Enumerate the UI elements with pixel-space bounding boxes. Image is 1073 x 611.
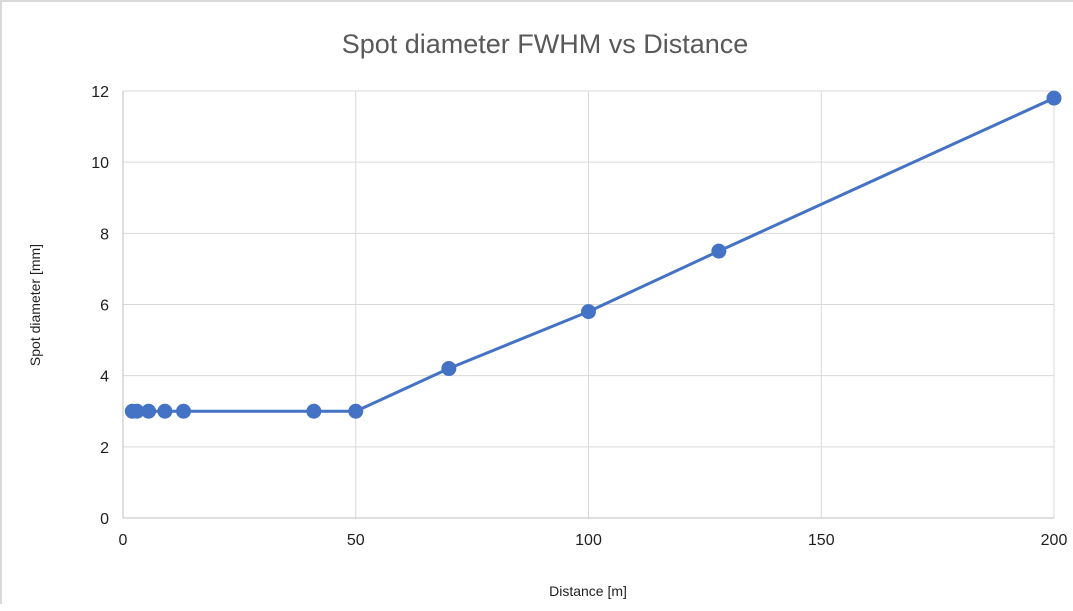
data-point bbox=[441, 361, 457, 377]
data-point bbox=[157, 403, 173, 419]
axes bbox=[122, 91, 1054, 519]
data-point bbox=[176, 403, 192, 419]
y-tick-label: 4 bbox=[100, 369, 109, 386]
data-point bbox=[711, 243, 727, 259]
y-tick-label: 10 bbox=[91, 155, 109, 172]
y-tick-label: 0 bbox=[100, 511, 109, 528]
series-group bbox=[124, 90, 1062, 419]
y-tick-label: 6 bbox=[100, 298, 109, 315]
chart-title: Spot diameter FWHM vs Distance bbox=[342, 29, 749, 59]
data-point bbox=[581, 304, 596, 320]
x-tick-label: 50 bbox=[347, 532, 365, 549]
data-point bbox=[129, 403, 145, 419]
x-axis-title: Distance [m] bbox=[549, 583, 627, 599]
data-point bbox=[1046, 90, 1062, 106]
y-tick-label: 12 bbox=[91, 84, 109, 101]
y-tick-label: 8 bbox=[100, 226, 109, 243]
x-tick-label: 200 bbox=[1041, 532, 1068, 549]
y-axis-ticks: 0 2 4 6 8 10 12 bbox=[91, 84, 109, 528]
x-tick-label: 0 bbox=[119, 532, 128, 549]
x-tick-label: 100 bbox=[575, 532, 602, 549]
data-point bbox=[141, 403, 157, 419]
series-line bbox=[132, 96, 1055, 413]
x-tick-label: 150 bbox=[808, 532, 835, 549]
data-point bbox=[348, 403, 364, 419]
y-axis-title: Spot diameter [mm] bbox=[27, 244, 43, 366]
y-tick-label: 2 bbox=[100, 440, 109, 457]
x-axis-ticks: 0 50 100 150 200 bbox=[119, 532, 1068, 549]
data-point bbox=[306, 403, 322, 419]
